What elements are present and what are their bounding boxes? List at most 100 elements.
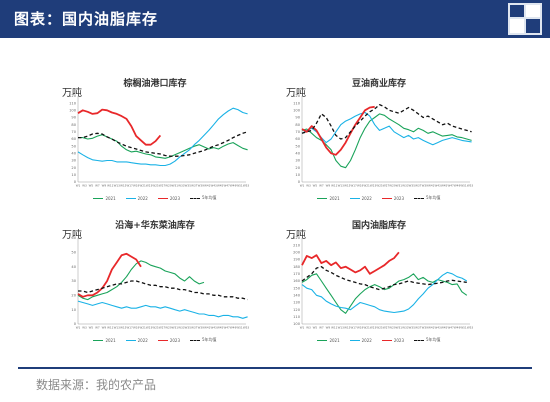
x-tick-label: W29 [165, 326, 172, 330]
y-tick-label: 70 [71, 130, 76, 134]
x-tick-label: W23 [146, 326, 153, 330]
y-tick-label: 110 [293, 101, 301, 105]
x-tick-label: W53 [467, 184, 474, 188]
y-tick-label: 10 [295, 173, 300, 177]
series-line-5年均值 [78, 280, 248, 301]
x-tick-label: W49 [230, 326, 237, 330]
x-tick-label: W25 [152, 326, 159, 330]
x-tick-label: W23 [370, 326, 377, 330]
chart-plot: 100 110 120 130 140 150 160 170 180 190 200 210 220 W… [293, 236, 474, 330]
legend-label: 2023 [393, 195, 404, 201]
x-tick-label: W19 [133, 184, 140, 188]
x-tick-label: W43 [435, 326, 442, 330]
x-tick-label: W43 [435, 184, 442, 188]
x-tick-label: W53 [243, 184, 250, 188]
x-tick-label: W47 [447, 184, 454, 188]
legend-swatch [125, 197, 136, 199]
x-tick-label: W33 [178, 184, 185, 188]
x-tick-label: W17 [351, 326, 358, 330]
legend-swatch [93, 339, 104, 341]
series-line-2023 [77, 108, 162, 146]
y-tick-label: 180 [293, 265, 301, 269]
x-tick-label: W31 [172, 326, 179, 330]
chart-soybean-oil-commercial-inventory: 万吨 豆油商业库存 0 10 20 30 40 50 60 70 80 90 100 110 120 W1… [284, 76, 474, 206]
x-tick-label: W37 [415, 184, 422, 188]
x-tick-label: W17 [127, 326, 134, 330]
y-tick-label: 190 [293, 258, 301, 262]
chart-title: 棕榈油港口库存 [123, 79, 187, 89]
series-line-2021 [77, 260, 205, 301]
x-tick-label: W29 [165, 184, 172, 188]
legend-label: 2023 [169, 195, 180, 201]
series-line-2022 [301, 271, 468, 314]
y-tick-label: 40 [71, 152, 76, 156]
legend-swatch [190, 197, 200, 199]
x-tick-label: W41 [428, 326, 435, 330]
y-tick-label: 170 [293, 272, 301, 276]
legend-label: 2021 [105, 337, 116, 343]
x-tick-label: W43 [211, 184, 218, 188]
y-unit-label: 万吨 [286, 88, 306, 99]
legend-item: 2023 [157, 195, 180, 201]
x-tick-label: W51 [460, 184, 467, 188]
legend-swatch [317, 339, 328, 341]
legend-item: 5年均值 [190, 337, 217, 343]
series-line-5年均值 [301, 103, 472, 140]
series-line-2021 [78, 134, 248, 159]
x-tick-label: W27 [383, 326, 390, 330]
x-tick-label: W45 [217, 326, 224, 330]
legend-swatch [349, 197, 360, 199]
y-tick-label: 10 [71, 308, 76, 312]
chart-palm-oil-port-inventory: 万吨 棕榈油港口库存 0 10 20 30 40 50 60 70 80 90 100 110 120 W… [60, 76, 250, 206]
legend-swatch [157, 339, 168, 341]
legend-label: 2023 [169, 337, 180, 343]
chart-title: 国内油脂库存 [351, 221, 406, 231]
y-tick-label: 200 [293, 251, 301, 255]
x-tick-label: W35 [185, 184, 192, 188]
x-tick-label: W3 [306, 326, 311, 330]
legend-label: 2021 [329, 195, 340, 201]
x-tick-label: W3 [82, 326, 87, 330]
x-tick-label: W37 [191, 326, 198, 330]
series-line-2023 [301, 105, 375, 156]
y-tick-label: 20 [71, 294, 76, 298]
legend-label: 5年均值 [202, 337, 217, 342]
y-tick-label: 160 [293, 279, 301, 283]
series-line-5年均值 [301, 266, 467, 291]
x-tick-label: W15 [120, 184, 127, 188]
legend-item: 2022 [349, 337, 372, 343]
legend-swatch [381, 197, 392, 199]
y-tick-label: 30 [71, 279, 76, 283]
x-tick-label: W23 [370, 184, 377, 188]
x-tick-label: W31 [396, 184, 403, 188]
x-tick-label: W17 [351, 184, 358, 188]
x-tick-label: W45 [217, 184, 224, 188]
x-tick-label: W13 [114, 184, 121, 188]
y-tick-label: 50 [71, 251, 76, 255]
y-tick-label: 130 [293, 301, 301, 305]
x-tick-label: W41 [204, 184, 211, 188]
y-tick-label: 100 [69, 109, 77, 113]
y-tick-label: 40 [71, 265, 76, 269]
data-source: 数据来源：我的农产品 [36, 378, 157, 392]
x-tick-label: W21 [139, 326, 146, 330]
chart-domestic-oils-inventory: 万吨 国内油脂库存 100 110 120 130 140 150 160 170 180 190… [284, 218, 474, 348]
x-tick-label: W25 [152, 184, 159, 188]
series-line-2023 [77, 252, 142, 298]
y-tick-label: 220 [293, 236, 301, 240]
x-tick-label: W17 [127, 184, 134, 188]
x-tick-label: W13 [114, 326, 121, 330]
x-tick-label: W29 [389, 326, 396, 330]
x-tick-label: W53 [467, 326, 474, 330]
chart-legend: 2021 2022 2023 5年均值 [284, 337, 474, 343]
footer-divider [18, 367, 532, 369]
x-tick-label: W9 [102, 326, 107, 330]
x-tick-label: W21 [363, 326, 370, 330]
x-tick-label: W51 [236, 326, 243, 330]
y-tick-label: 120 [293, 94, 301, 98]
x-tick-label: W21 [139, 184, 146, 188]
y-tick-label: 120 [293, 308, 301, 312]
x-tick-label: W11 [331, 184, 338, 188]
